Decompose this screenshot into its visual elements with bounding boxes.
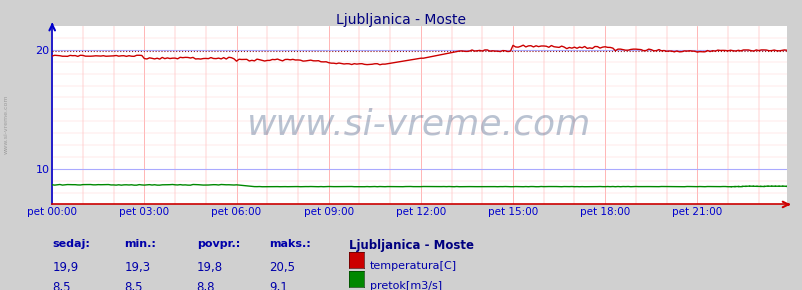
Text: 8,5: 8,5 <box>52 281 71 290</box>
Text: www.si-vreme.com: www.si-vreme.com <box>4 95 9 155</box>
Text: 19,8: 19,8 <box>196 261 223 274</box>
Text: 20,5: 20,5 <box>269 261 294 274</box>
Text: 8,8: 8,8 <box>196 281 215 290</box>
Text: maks.:: maks.: <box>269 239 310 249</box>
Text: 8,5: 8,5 <box>124 281 143 290</box>
Text: Ljubljanica - Moste: Ljubljanica - Moste <box>336 13 466 27</box>
Text: 19,3: 19,3 <box>124 261 151 274</box>
Text: Ljubljanica - Moste: Ljubljanica - Moste <box>349 239 474 252</box>
Text: povpr.:: povpr.: <box>196 239 240 249</box>
Text: sedaj:: sedaj: <box>52 239 90 249</box>
Text: 9,1: 9,1 <box>269 281 287 290</box>
Text: temperatura[C]: temperatura[C] <box>370 261 456 271</box>
Text: min.:: min.: <box>124 239 156 249</box>
Text: pretok[m3/s]: pretok[m3/s] <box>370 281 442 290</box>
Text: www.si-vreme.com: www.si-vreme.com <box>247 107 591 141</box>
Text: 19,9: 19,9 <box>52 261 79 274</box>
